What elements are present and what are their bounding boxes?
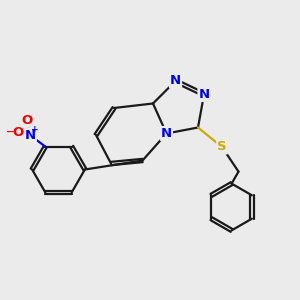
Text: O: O: [22, 114, 33, 127]
Text: N: N: [170, 74, 181, 88]
Text: −: −: [6, 127, 15, 136]
Text: N: N: [161, 127, 172, 140]
Text: S: S: [217, 140, 227, 154]
Text: O: O: [12, 126, 23, 139]
Text: N: N: [198, 88, 210, 101]
Text: N: N: [25, 129, 36, 142]
Text: +: +: [31, 125, 39, 134]
